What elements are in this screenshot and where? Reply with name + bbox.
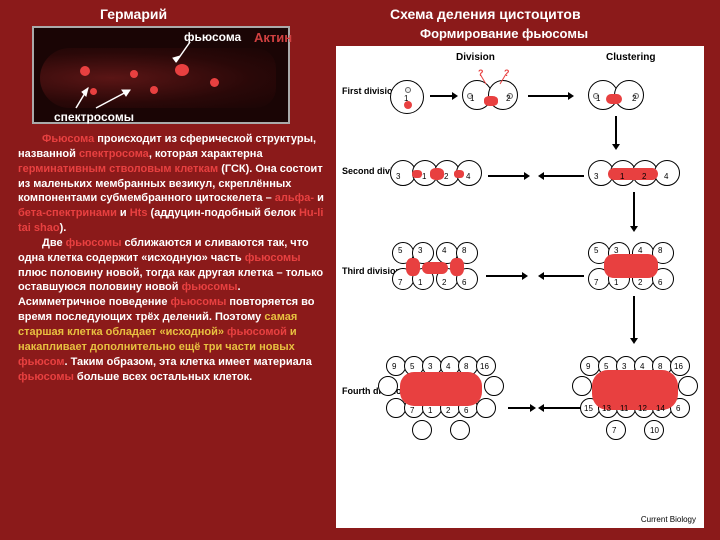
title-left: Гермарий xyxy=(100,6,167,22)
col-division: Division xyxy=(456,52,495,63)
arrow-fyusoma xyxy=(166,40,196,70)
term-gsc: герминативным стволовым клеткам xyxy=(18,163,218,175)
term-beta: бета-спектринами xyxy=(18,207,117,219)
term-spectrosoma: спектросома xyxy=(79,148,149,160)
credit: Current Biology xyxy=(641,515,696,524)
title-right: Схема деления цистоцитов xyxy=(390,6,581,22)
col-clustering: Clustering xyxy=(606,52,655,63)
term-alpha: альфа- xyxy=(275,192,314,204)
body-text: Фьюсома происходит из сферической структ… xyxy=(18,132,328,384)
microscopy-image: фьюсома Актин спектросомы xyxy=(32,26,290,124)
label-aktin: Актин xyxy=(254,30,292,45)
term-fyusoma: Фьюсома xyxy=(42,133,94,145)
term-hts: Hts xyxy=(130,207,148,219)
division-diagram: Division Clustering First division 1 1 2… xyxy=(336,46,704,528)
subtitle-right: Формирование фьюсомы xyxy=(420,26,588,41)
label-spectrosomy: спектросомы xyxy=(54,110,134,124)
arrow-spectro-2 xyxy=(94,82,144,112)
